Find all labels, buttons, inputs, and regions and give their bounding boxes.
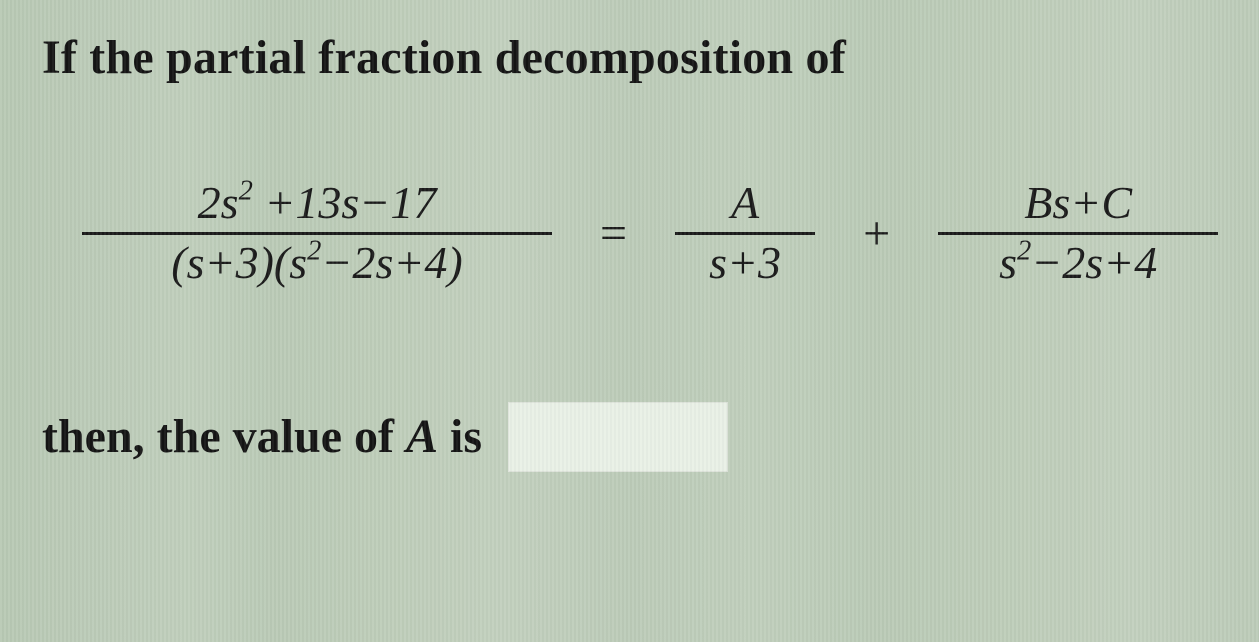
answer-prefix: then, the value of (42, 410, 406, 463)
answer-text: then, the value of A is (42, 409, 482, 464)
equals-sign: = (596, 206, 631, 261)
answer-variable: A (406, 410, 438, 463)
answer-suffix: is (438, 410, 482, 463)
term1-numerator: A (721, 175, 769, 232)
lhs-numerator: 2s2 +13s−17 (188, 175, 447, 232)
term2-numerator: Bs+C (1014, 175, 1142, 232)
equation-row: 2s2 +13s−17 (s+3)(s2−2s+4) = A s+3 + Bs+… (82, 175, 1217, 292)
lhs-fraction: 2s2 +13s−17 (s+3)(s2−2s+4) (82, 175, 552, 292)
term1-denominator: s+3 (699, 235, 791, 292)
term2-denominator: s2−2s+4 (989, 235, 1167, 292)
answer-line: then, the value of A is (42, 402, 1217, 472)
plus-sign: + (859, 206, 894, 261)
term2-fraction: Bs+C s2−2s+4 (938, 175, 1218, 292)
answer-input-blank[interactable] (508, 402, 728, 472)
prompt-text: If the partial fraction decomposition of (42, 30, 1217, 85)
term1-fraction: A s+3 (675, 175, 815, 292)
lhs-denominator: (s+3)(s2−2s+4) (161, 235, 472, 292)
